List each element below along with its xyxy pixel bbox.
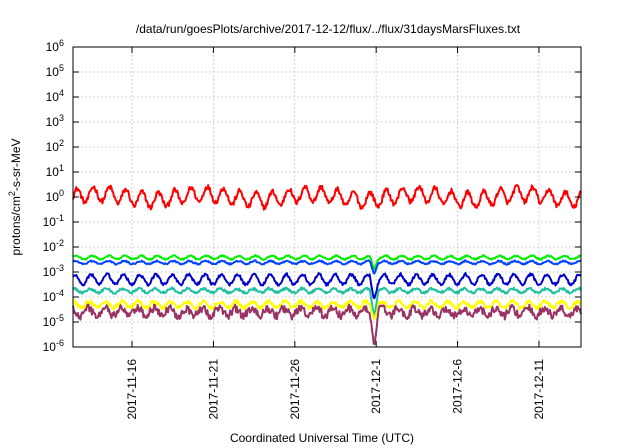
x-tick-label: 2017-11-16 <box>125 359 139 420</box>
series-group <box>72 184 582 346</box>
chart-title: /data/run/goesPlots/archive/2017-12-12/f… <box>136 22 521 36</box>
y-tick-label: 103 <box>46 113 64 129</box>
y-tick-label: 100 <box>46 188 64 204</box>
y-axis-label: protons/cm2-s-sr-MeV <box>7 138 23 255</box>
series-line <box>72 298 582 320</box>
y-tick-label: 10-6 <box>43 338 64 354</box>
y-tick-label: 10-3 <box>43 263 64 279</box>
y-tick-label: 10-5 <box>43 313 64 329</box>
y-axis-label-text: protons/cm <box>9 196 23 255</box>
series-line <box>72 286 582 317</box>
x-tick-label: 2017-12-6 <box>451 359 465 414</box>
x-tick-labels: 2017-11-16 2017-11-21 2017-11-26 2017-12-1 2… <box>125 359 546 420</box>
x-tick-label: 2017-11-21 <box>206 359 220 420</box>
grid <box>73 47 581 347</box>
series-line <box>72 303 582 346</box>
series-line <box>72 254 582 270</box>
x-tick-label: 2017-12-11 <box>532 359 546 420</box>
y-tick-label: 101 <box>46 163 64 179</box>
y-tick-label: 10-1 <box>43 213 64 229</box>
x-tick-label: 2017-12-1 <box>369 359 383 414</box>
y-tick-label: 106 <box>46 38 64 54</box>
y-tick-label: 102 <box>46 138 64 154</box>
y-tick-label: 10-2 <box>43 238 64 254</box>
y-tick-label: 105 <box>46 63 64 79</box>
y-tick-label: 104 <box>46 88 64 104</box>
y-tick-labels: 10-6 10-5 10-4 10-3 10-2 10-1 100 101 102 103 104 1… <box>43 38 64 354</box>
ticks <box>73 46 581 348</box>
x-tick-label: 2017-11-26 <box>288 359 302 420</box>
x-axis-label: Coordinated Universal Time (UTC) <box>230 431 414 445</box>
y-tick-label: 10-4 <box>43 288 64 304</box>
series-line <box>72 184 582 211</box>
series-line <box>72 272 582 300</box>
series-line <box>72 259 582 275</box>
